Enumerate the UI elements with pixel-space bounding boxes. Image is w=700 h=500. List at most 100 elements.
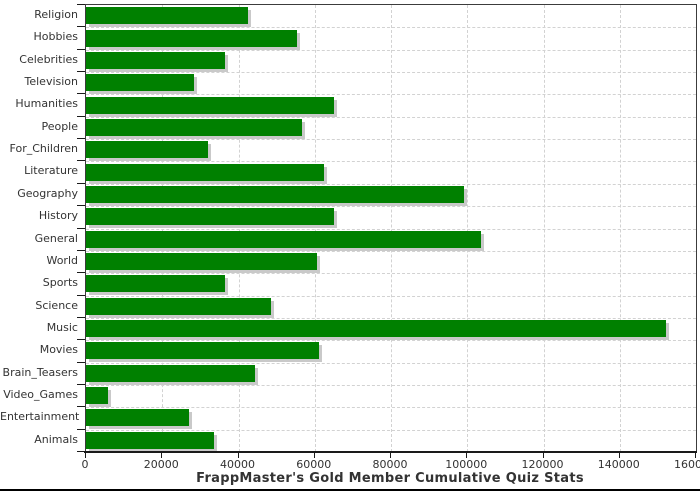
category-label-literature: Literature xyxy=(24,164,78,178)
bar-entertainment xyxy=(86,409,189,427)
vertical-gridline xyxy=(467,5,469,452)
bar-religion xyxy=(86,7,249,25)
plot-area xyxy=(85,4,697,453)
bar-world xyxy=(86,253,317,271)
bar-music xyxy=(86,320,666,338)
y-tick-mark xyxy=(77,26,85,27)
y-tick-mark xyxy=(77,429,85,430)
category-label-world: World xyxy=(46,253,78,267)
horizontal-gridline xyxy=(86,363,696,364)
category-label-music: Music xyxy=(46,320,78,334)
x-tick-mark xyxy=(618,452,620,458)
bar-general xyxy=(86,230,481,248)
bar-hobbies xyxy=(86,29,297,47)
bar-geography xyxy=(86,185,464,203)
y-tick-mark xyxy=(77,49,85,50)
bar-science xyxy=(86,297,271,315)
category-label-religion: Religion xyxy=(34,8,78,21)
y-tick-mark xyxy=(77,93,85,94)
category-label-science: Science xyxy=(35,298,78,312)
horizontal-gridline xyxy=(86,50,696,51)
x-axis-line xyxy=(84,451,697,453)
x-tick-mark xyxy=(695,452,696,458)
horizontal-gridline xyxy=(86,296,696,297)
y-tick-mark xyxy=(77,272,85,273)
y-tick-mark xyxy=(77,451,85,452)
vertical-gridline xyxy=(314,5,316,452)
y-tick-mark xyxy=(77,250,85,251)
horizontal-gridline xyxy=(86,407,696,408)
category-label-hobbies: Hobbies xyxy=(33,30,78,44)
bar-for_children xyxy=(86,141,208,159)
y-tick-mark xyxy=(77,317,85,318)
x-tick-label-0: 0 xyxy=(81,458,89,471)
category-label-television: Television xyxy=(24,75,79,89)
bottom-frame-line xyxy=(0,489,700,491)
category-label-sports: Sports xyxy=(42,276,78,290)
horizontal-gridline xyxy=(86,72,696,73)
x-tick-mark xyxy=(542,452,544,458)
horizontal-gridline xyxy=(86,206,696,207)
x-tick-label-100000: 100000 xyxy=(445,458,488,471)
x-tick-label-40000: 40000 xyxy=(220,458,255,471)
bar-sports xyxy=(86,275,226,293)
bar-animals xyxy=(86,431,214,449)
x-tick-label-120000: 120000 xyxy=(521,458,564,471)
x-tick-mark xyxy=(313,452,315,458)
bar-celebrities xyxy=(86,51,226,69)
category-label-humanities: Humanities xyxy=(15,97,78,111)
category-label-brain_teasers: Brain_Teasers xyxy=(2,365,78,379)
category-label-general: General xyxy=(34,231,78,245)
y-tick-mark xyxy=(77,183,85,184)
bar-humanities xyxy=(86,96,334,114)
y-tick-mark xyxy=(77,228,85,229)
y-tick-mark xyxy=(77,160,85,161)
y-tick-mark xyxy=(77,71,85,72)
y-tick-mark xyxy=(77,116,85,117)
horizontal-gridline xyxy=(86,184,696,185)
x-tick-mark xyxy=(161,452,163,458)
bar-brain_teasers xyxy=(86,364,256,382)
category-label-geography: Geography xyxy=(17,186,78,200)
category-label-for_children: For_Children xyxy=(9,142,78,156)
vertical-gridline xyxy=(238,5,240,452)
category-label-animals: Animals xyxy=(34,432,78,446)
x-tick-label-160000: 160000 xyxy=(674,458,700,471)
category-label-history: History xyxy=(38,209,78,223)
x-tick-mark xyxy=(85,452,86,458)
x-tick-mark xyxy=(466,452,468,458)
horizontal-gridline xyxy=(86,139,696,140)
horizontal-gridline xyxy=(86,273,696,274)
category-label-people: People xyxy=(41,119,78,133)
bar-video_games xyxy=(86,387,108,405)
bar-people xyxy=(86,118,302,136)
x-tick-mark xyxy=(237,452,239,458)
x-tick-label-80000: 80000 xyxy=(372,458,408,471)
y-tick-mark xyxy=(77,4,85,5)
category-label-entertainment: Entertainment xyxy=(0,410,80,424)
horizontal-gridline xyxy=(86,94,696,95)
y-tick-mark xyxy=(77,205,85,206)
horizontal-gridline xyxy=(86,385,696,386)
vertical-gridline xyxy=(619,5,621,452)
vertical-gridline xyxy=(162,5,164,452)
bar-movies xyxy=(86,342,320,360)
horizontal-gridline xyxy=(86,117,696,118)
category-label-video_games: Video_Games xyxy=(3,387,78,401)
bar-literature xyxy=(86,163,324,181)
horizontal-gridline xyxy=(86,27,696,28)
horizontal-gridline xyxy=(86,340,696,341)
vertical-gridline xyxy=(391,5,392,452)
category-label-celebrities: Celebrities xyxy=(19,52,78,66)
y-tick-mark xyxy=(77,362,85,363)
horizontal-gridline xyxy=(86,229,696,230)
y-tick-mark xyxy=(77,339,85,340)
y-tick-mark xyxy=(77,406,85,407)
bar-history xyxy=(86,208,334,226)
category-label-movies: Movies xyxy=(39,343,78,357)
horizontal-gridline xyxy=(86,318,696,319)
y-tick-mark xyxy=(77,138,85,139)
horizontal-gridline xyxy=(86,161,696,162)
y-tick-mark xyxy=(77,384,85,385)
